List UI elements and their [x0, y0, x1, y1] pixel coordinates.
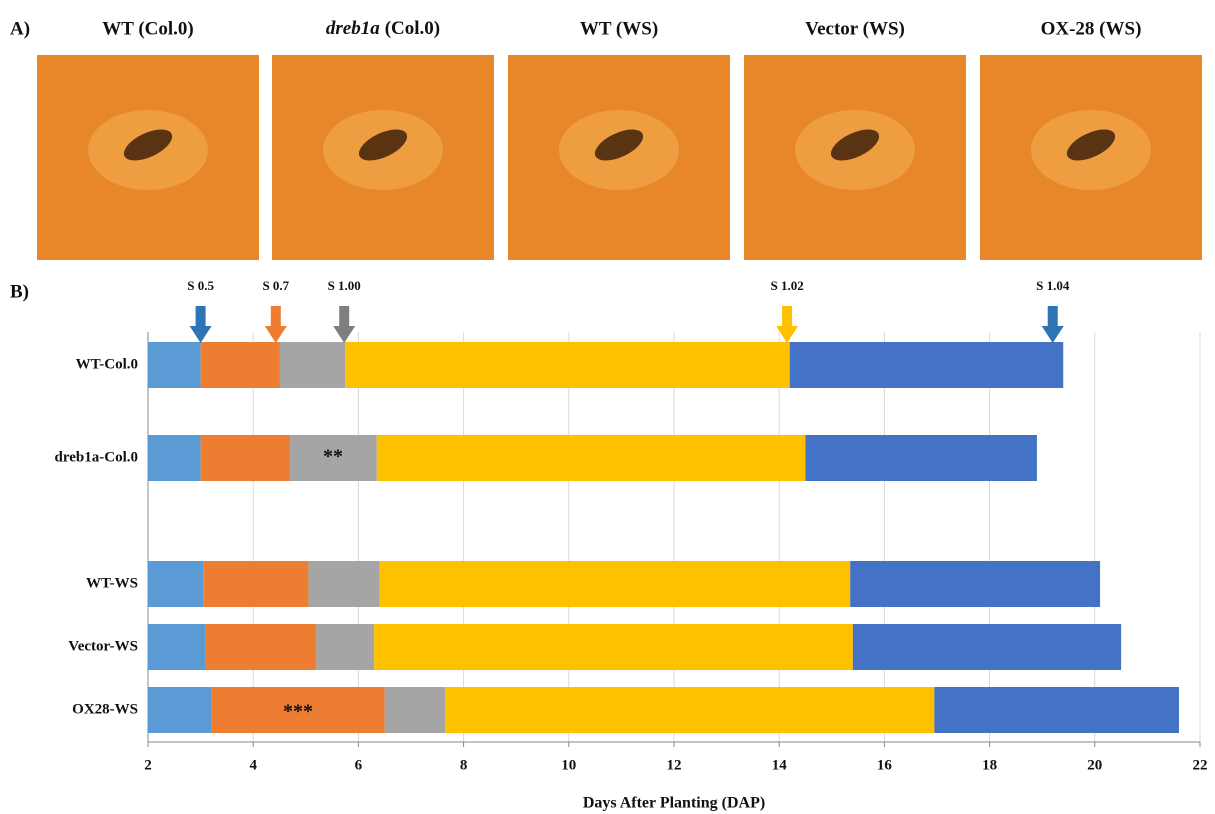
seedling — [1066, 129, 1116, 161]
bar-segment — [805, 435, 1037, 481]
bar-segment — [200, 435, 291, 481]
photo-label: Vector (WS) — [805, 18, 905, 39]
seedling — [123, 129, 173, 161]
x-tick-label: 2 — [144, 757, 152, 773]
bar-segment — [850, 561, 1101, 607]
seedling — [358, 129, 408, 161]
seedling — [830, 129, 880, 161]
x-axis-label: Days After Planting (DAP) — [583, 795, 765, 812]
panel-label: A) — [10, 18, 30, 39]
bar-segment — [148, 624, 206, 670]
x-tick-label: 6 — [355, 757, 363, 773]
bar-segment — [374, 624, 853, 670]
x-tick-label: 12 — [667, 757, 682, 773]
category-label: WT-Col.0 — [76, 356, 138, 372]
bar-segment — [934, 687, 1179, 733]
stage-arrow — [333, 306, 356, 343]
category-label: dreb1a-Col.0 — [55, 449, 138, 465]
stage-arrow — [264, 306, 287, 343]
stage-label: S 1.04 — [1036, 278, 1070, 293]
bar-segment — [205, 624, 317, 670]
significance-label: ** — [323, 446, 343, 468]
stage-label: S 1.02 — [770, 278, 803, 293]
bar-segment — [379, 561, 851, 607]
significance-label: *** — [283, 701, 313, 723]
bar-segment — [148, 687, 212, 733]
x-tick-label: 16 — [877, 757, 893, 773]
seedling — [594, 129, 644, 161]
bar-segment — [345, 342, 790, 388]
bar-segment — [148, 435, 201, 481]
bar-segment — [279, 342, 346, 388]
panel-label: B) — [10, 281, 29, 302]
bar-segment — [376, 435, 806, 481]
photo-label: WT (Col.0) — [102, 18, 193, 39]
bar-segment — [203, 561, 309, 607]
bar-segment — [789, 342, 1064, 388]
bar-segment — [384, 687, 446, 733]
x-tick-label: 22 — [1193, 757, 1208, 773]
photo-label-italic: dreb1a — [326, 18, 380, 39]
photo-label-text: (Col.0) — [385, 18, 440, 39]
bar-segment — [290, 435, 377, 481]
category-label: WT-WS — [86, 575, 138, 591]
x-tick-label: 8 — [460, 757, 468, 773]
photo-label: dreb1a (Col.0) — [326, 18, 440, 39]
category-label: Vector-WS — [68, 638, 138, 654]
x-tick-label: 14 — [772, 757, 788, 773]
category-label: OX28-WS — [72, 701, 138, 717]
stage-arrow — [189, 306, 212, 343]
x-tick-label: 18 — [982, 757, 997, 773]
bar-segment — [211, 687, 385, 733]
bar-segment — [852, 624, 1122, 670]
stage-label: S 0.7 — [262, 278, 289, 293]
bar-segment — [445, 687, 935, 733]
bar-segment — [200, 342, 280, 388]
bar-segment — [148, 342, 201, 388]
bar-segment — [316, 624, 375, 670]
bar-segment — [308, 561, 380, 607]
x-tick-label: 10 — [561, 757, 576, 773]
photo-row — [37, 55, 1202, 260]
stage-arrow — [1041, 306, 1064, 343]
x-tick-label: 4 — [249, 757, 257, 773]
stage-label: S 0.5 — [187, 278, 214, 293]
bar-segment — [148, 561, 204, 607]
stage-label: S 1.00 — [328, 278, 361, 293]
photo-label: WT (WS) — [580, 18, 658, 39]
photo-label: OX-28 (WS) — [1041, 18, 1142, 39]
x-tick-label: 20 — [1087, 757, 1102, 773]
stage-arrow — [776, 306, 799, 343]
